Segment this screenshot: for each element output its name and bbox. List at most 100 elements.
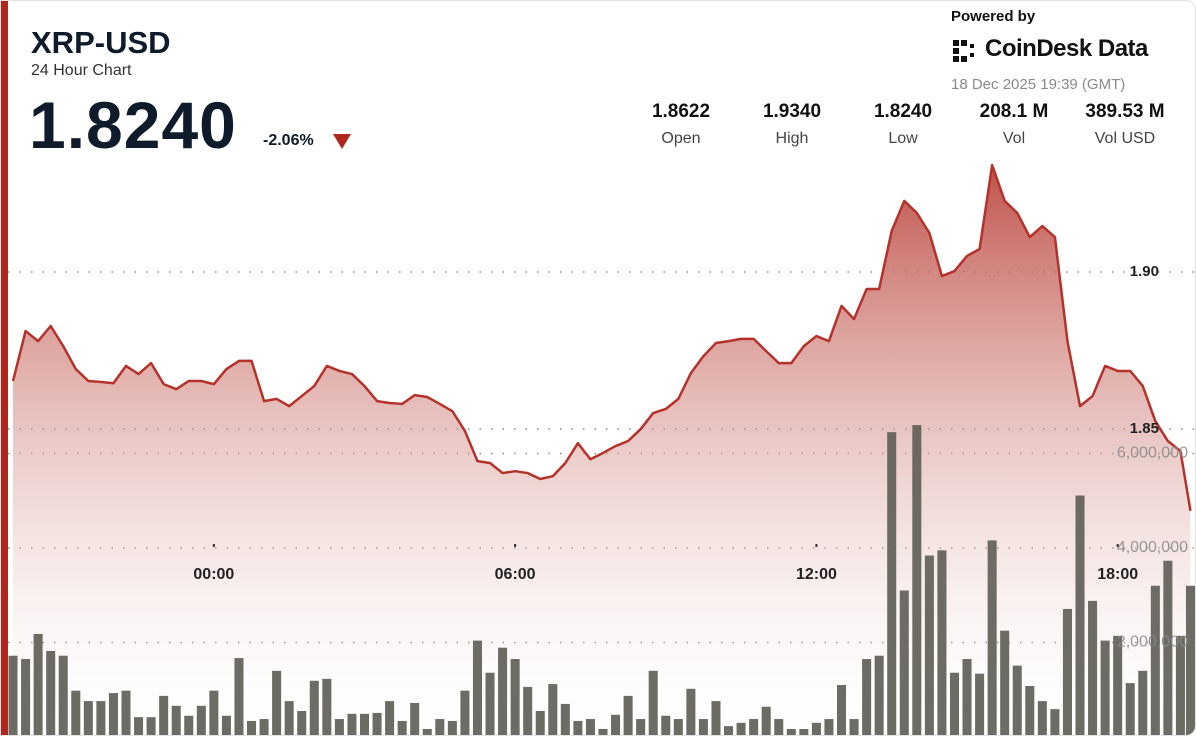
volume-bar	[247, 720, 257, 735]
volume-bar	[397, 720, 407, 735]
volume-bar	[498, 647, 508, 735]
volume-bar	[1050, 709, 1060, 735]
volume-bar	[749, 719, 759, 735]
x-tick-label: 18:00	[1097, 566, 1138, 583]
y2-tick-label: 2,000,000	[1117, 634, 1188, 651]
volume-bar	[937, 550, 947, 735]
volume-bar	[184, 715, 194, 735]
volume-bar	[234, 658, 244, 735]
volume-bar	[949, 672, 959, 735]
volume-bar	[8, 655, 18, 735]
stat-value: 1.8240	[873, 101, 933, 122]
volume-bar	[623, 695, 633, 735]
volume-bar	[58, 655, 68, 735]
plot-area	[8, 163, 1195, 735]
volume-bar	[96, 701, 106, 735]
volume-bar	[1150, 585, 1160, 735]
volume-bar	[83, 701, 93, 735]
volume-bar	[1088, 600, 1098, 735]
volume-bar	[1113, 635, 1123, 735]
y-tick-label: 1.85	[1130, 420, 1159, 437]
y-tick-label: 1.90	[1130, 263, 1159, 280]
volume-bar	[962, 659, 972, 735]
volume-bar	[598, 728, 608, 735]
volume-bar	[1163, 560, 1173, 735]
volume-bar	[560, 703, 570, 735]
volume-bar	[309, 680, 319, 735]
volume-bar	[1185, 585, 1195, 735]
x-tick-label: 12:00	[796, 566, 837, 583]
volume-bar	[259, 719, 269, 735]
brand-name: CoinDesk Data	[985, 35, 1148, 62]
volume-bar	[987, 540, 997, 735]
volume-bar	[611, 714, 621, 735]
x-tick-label: 00:00	[193, 566, 234, 583]
volume-bar	[385, 701, 395, 735]
volume-bar	[108, 693, 118, 735]
accent-strip	[1, 1, 8, 735]
volume-bar	[46, 650, 56, 735]
volume-bar	[724, 726, 734, 735]
volume-bar	[836, 685, 847, 735]
volume-bar	[1175, 635, 1185, 735]
volume-bar	[209, 690, 219, 735]
volume-bar	[761, 706, 771, 735]
volume-bar	[460, 690, 470, 735]
volume-bar	[1138, 670, 1148, 735]
volume-bar	[673, 719, 683, 735]
volume-bar	[372, 712, 382, 735]
volume-bar	[1100, 640, 1110, 735]
volume-bar	[786, 728, 796, 735]
volume-bar	[21, 659, 31, 735]
volume-bar	[849, 719, 859, 735]
volume-bar	[661, 715, 671, 735]
volume-bar	[975, 673, 985, 735]
down-arrow	[333, 134, 351, 149]
volume-bar	[924, 555, 934, 735]
volume-bar	[435, 719, 445, 735]
volume-bar	[334, 719, 344, 735]
axis-labels: 00:00 06:00 12:00 18:00 1.90 1.85 6,000,000 4,0…	[193, 263, 1188, 651]
volume-bar	[1037, 701, 1047, 735]
volume-bar	[1025, 685, 1035, 735]
stat-label: Open	[661, 130, 701, 147]
volume-bar	[535, 711, 545, 735]
stat-label: Vol	[1002, 130, 1026, 147]
volume-bar	[548, 684, 558, 735]
volume-bar	[899, 590, 909, 735]
subtitle: 24 Hour Chart	[31, 62, 132, 79]
volume-bar	[272, 670, 282, 735]
volume-bar	[71, 690, 81, 735]
timestamp: 18 Dec 2025 19:39 (GMT)	[951, 76, 1126, 93]
volume-bar	[862, 659, 872, 735]
x-tick-label: 06:00	[495, 566, 536, 583]
symbol: XRP-USD	[31, 25, 171, 60]
volume-bar	[874, 655, 884, 735]
stat-label: High	[775, 130, 809, 147]
volume-bar	[297, 711, 307, 735]
volume-bar	[221, 715, 231, 735]
volume-bar	[33, 633, 43, 735]
volume-bar	[1075, 495, 1085, 735]
volume-bar	[736, 722, 746, 735]
stat-label: Low	[888, 130, 918, 147]
volume-bar	[510, 659, 520, 735]
volume-bar	[359, 713, 370, 735]
volume-bar	[585, 719, 595, 735]
volume-bar	[159, 695, 169, 735]
volume-bar	[196, 705, 206, 735]
volume-bar	[1062, 608, 1072, 735]
price-change: -2.06%	[263, 132, 314, 149]
volume-bar	[686, 688, 696, 735]
volume-bar	[121, 690, 131, 735]
volume-bar	[347, 713, 357, 735]
volume-bar	[774, 719, 784, 735]
volume-bar	[134, 717, 144, 735]
volume-bar	[284, 701, 294, 735]
y2-tick-label: 4,000,000	[1117, 539, 1188, 556]
powered-by: Powered by	[951, 8, 1036, 25]
volume-bar	[636, 719, 646, 735]
volume-bar	[472, 640, 482, 735]
